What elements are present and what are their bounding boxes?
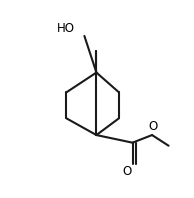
Text: HO: HO (57, 22, 75, 35)
Text: O: O (123, 165, 132, 178)
Text: O: O (148, 120, 157, 133)
